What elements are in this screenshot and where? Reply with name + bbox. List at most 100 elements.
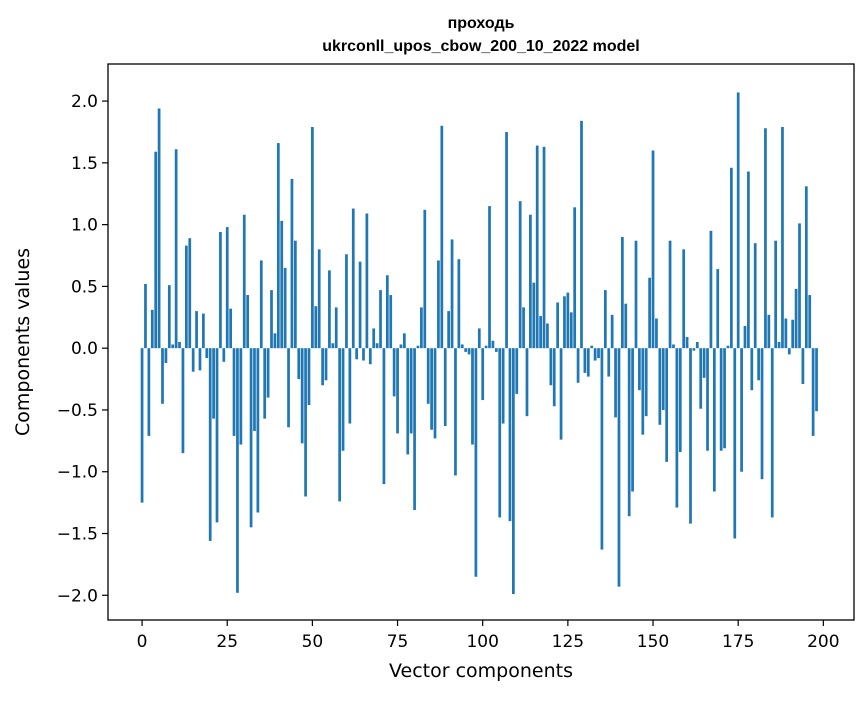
bar xyxy=(345,254,348,349)
bar xyxy=(774,240,778,349)
bar xyxy=(586,348,590,377)
bar xyxy=(665,348,669,462)
bar xyxy=(317,249,321,349)
bar xyxy=(328,270,331,349)
bar xyxy=(256,348,260,513)
bar xyxy=(753,243,757,349)
bar xyxy=(232,348,236,436)
bar xyxy=(777,342,781,349)
bar xyxy=(583,348,587,373)
y-tick-label: 1.0 xyxy=(71,216,98,236)
x-axis-ticks: 0 25 50 75 100 125 150 175 200 xyxy=(137,620,840,652)
x-tick-label: 100 xyxy=(466,632,498,652)
bar xyxy=(546,323,549,349)
bar xyxy=(270,290,273,349)
bar xyxy=(627,348,631,517)
bar xyxy=(464,348,468,352)
bar xyxy=(467,348,471,355)
bar xyxy=(249,348,253,528)
bar xyxy=(784,318,788,349)
bar xyxy=(225,227,229,349)
bar xyxy=(590,345,594,349)
bar xyxy=(712,348,716,492)
bar xyxy=(184,245,188,349)
bar xyxy=(399,344,403,349)
bar xyxy=(532,282,536,349)
bar xyxy=(498,348,502,518)
bar xyxy=(505,131,508,349)
bar xyxy=(648,277,651,349)
bar xyxy=(617,348,621,587)
bar xyxy=(781,127,784,349)
bar xyxy=(382,348,386,485)
bar xyxy=(566,292,570,349)
bar xyxy=(672,344,675,349)
bar xyxy=(191,348,195,372)
bar xyxy=(682,249,686,349)
bar xyxy=(157,108,161,349)
x-axis-label: Vector components xyxy=(389,660,573,682)
chart-title-line1: проходь xyxy=(448,15,515,32)
chart-title-line2: ukrconll_upos_cbow_200_10_2022 model xyxy=(322,38,639,55)
bar xyxy=(719,348,723,451)
bar xyxy=(351,208,355,349)
bar xyxy=(236,348,239,593)
bar xyxy=(355,348,359,360)
bar xyxy=(474,348,478,577)
bar xyxy=(723,348,726,449)
bar xyxy=(634,240,638,349)
bar xyxy=(174,149,178,349)
bar xyxy=(638,348,641,391)
bar xyxy=(692,348,696,351)
bar xyxy=(273,333,277,349)
bar xyxy=(477,328,481,349)
bar xyxy=(597,348,600,359)
bar xyxy=(253,348,256,431)
bar xyxy=(740,348,743,472)
bar xyxy=(385,275,389,349)
bar xyxy=(181,348,185,454)
x-tick-label: 150 xyxy=(637,632,669,652)
bar xyxy=(338,348,341,502)
bar xyxy=(202,313,205,349)
bar xyxy=(764,128,767,349)
bar xyxy=(280,220,284,349)
bar xyxy=(420,307,423,349)
bar xyxy=(542,146,546,349)
bar xyxy=(607,348,611,377)
x-tick-label: 125 xyxy=(552,632,584,652)
bar xyxy=(491,340,495,349)
bar xyxy=(678,348,682,452)
bar xyxy=(549,348,553,386)
bar xyxy=(689,348,692,524)
bar xyxy=(454,348,457,476)
bar xyxy=(283,267,287,349)
bar xyxy=(624,303,628,349)
bar xyxy=(406,348,410,455)
bar xyxy=(481,348,485,401)
bar xyxy=(580,120,583,349)
bars-group xyxy=(140,92,818,595)
bar xyxy=(341,348,345,451)
bar xyxy=(651,150,655,349)
bar xyxy=(733,348,737,539)
bar xyxy=(348,348,352,424)
bar xyxy=(603,290,607,349)
bar xyxy=(610,314,614,349)
bar xyxy=(368,348,372,365)
x-tick-label: 25 xyxy=(216,632,238,652)
bar xyxy=(804,186,808,349)
x-tick-label: 0 xyxy=(137,632,148,652)
y-tick-label: 0.5 xyxy=(71,277,98,297)
bar xyxy=(709,230,713,349)
bar xyxy=(161,348,164,404)
bar xyxy=(293,240,297,349)
bar xyxy=(440,125,444,349)
bar xyxy=(760,348,764,480)
bar xyxy=(675,348,679,508)
bar xyxy=(600,348,604,550)
bar xyxy=(699,348,703,409)
y-tick-label: −0.5 xyxy=(57,401,98,421)
bar xyxy=(409,348,413,434)
